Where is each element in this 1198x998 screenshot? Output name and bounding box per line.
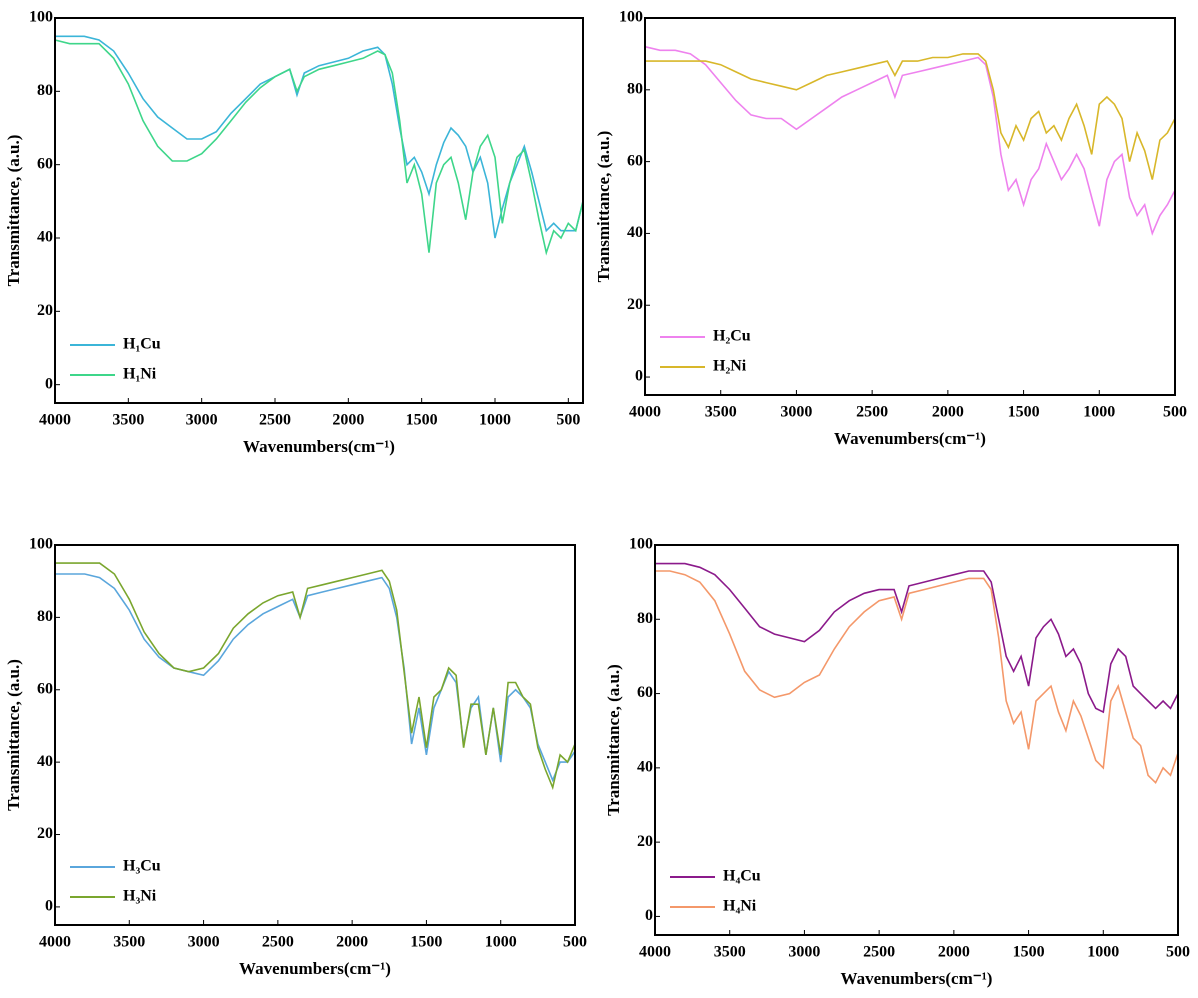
y-tick-label: 40 <box>37 229 53 246</box>
y-tick-label: 40 <box>627 224 643 241</box>
x-tick-label: 1000 <box>1083 404 1115 421</box>
x-tick-label: 1500 <box>1013 944 1045 961</box>
y-axis-title: Transmittance, (a.u.) <box>4 135 23 287</box>
y-tick-label: 80 <box>37 82 53 99</box>
plot-frame <box>54 17 584 404</box>
panel: 0 20 40 60 80 100 4000 3500 3000 2500 2000 1500 1000… <box>4 536 587 978</box>
x-tick-label: 3500 <box>714 944 746 961</box>
legend-label: H₄Cu <box>723 868 761 885</box>
y-tick-label: 60 <box>627 152 643 169</box>
panel: 0 20 40 60 80 100 4000 3500 3000 2500 2000 1500 1000… <box>604 536 1190 988</box>
x-tick-label: 4000 <box>639 944 671 961</box>
legend-label: H₁Cu <box>123 336 161 353</box>
x-tick-label: 1500 <box>406 412 438 429</box>
x-axis-title: Wavenumbers(cm⁻¹) <box>243 437 395 456</box>
y-tick-label: 40 <box>37 753 53 770</box>
x-tick-label: 500 <box>1163 404 1187 421</box>
panel: 0 20 40 60 80 100 4000 3500 3000 2500 2000 1500 1000… <box>4 9 584 456</box>
y-tick-label: 80 <box>637 610 653 627</box>
legend-label: H₂Ni <box>713 358 747 375</box>
x-tick-label: 1000 <box>479 412 511 429</box>
y-tick-label: 100 <box>629 536 653 553</box>
y-tick-label: 20 <box>37 825 53 842</box>
x-tick-label: 3000 <box>788 944 820 961</box>
x-tick-label: 1000 <box>1087 944 1119 961</box>
spectrum-line <box>655 562 1179 714</box>
spectrum-line <box>55 562 576 791</box>
y-tick-label: 60 <box>637 684 653 701</box>
spectrum-line <box>655 570 1179 785</box>
x-tick-label: 2500 <box>259 412 291 429</box>
y-tick-label: 40 <box>637 759 653 776</box>
y-tick-label: 60 <box>37 680 53 697</box>
y-tick-label: 100 <box>29 9 53 26</box>
x-tick-label: 2000 <box>336 934 368 951</box>
x-tick-label: 3000 <box>780 404 812 421</box>
x-tick-label: 4000 <box>629 404 661 421</box>
plot-frame <box>654 544 1179 936</box>
x-tick-label: 1500 <box>410 934 442 951</box>
plot-frame <box>54 544 576 926</box>
x-tick-label: 500 <box>563 934 587 951</box>
y-tick-label: 20 <box>627 296 643 313</box>
y-tick-label: 20 <box>37 302 53 319</box>
y-tick-label: 0 <box>45 375 53 392</box>
legend-label: H₃Ni <box>123 888 157 905</box>
y-axis-title: Transmittance, (a.u.) <box>594 131 613 283</box>
y-tick-label: 100 <box>29 536 53 553</box>
y-tick-label: 20 <box>637 833 653 850</box>
x-tick-label: 3000 <box>186 412 218 429</box>
x-tick-label: 4000 <box>39 412 71 429</box>
plot-frame <box>644 17 1176 396</box>
x-tick-label: 500 <box>556 412 580 429</box>
spectrum-line <box>55 573 576 783</box>
legend-label: H₁Ni <box>123 366 157 383</box>
y-tick-label: 100 <box>619 9 643 26</box>
x-tick-label: 1000 <box>485 934 517 951</box>
x-tick-label: 3000 <box>188 934 220 951</box>
x-axis-title: Wavenumbers(cm⁻¹) <box>841 969 993 988</box>
y-axis-title: Transmittance, (a.u.) <box>4 659 23 811</box>
y-tick-label: 0 <box>645 907 653 924</box>
legend-label: H₃Cu <box>123 858 161 875</box>
spectrum-line <box>54 39 584 256</box>
x-tick-label: 2000 <box>932 404 964 421</box>
x-tick-label: 2000 <box>938 944 970 961</box>
x-tick-label: 2500 <box>863 944 895 961</box>
x-tick-label: 1500 <box>1008 404 1040 421</box>
panel: 0 20 40 60 80 100 4000 3500 3000 2500 2000 1500 1000… <box>594 9 1187 448</box>
x-tick-label: 4000 <box>39 934 71 951</box>
y-tick-label: 0 <box>45 898 53 915</box>
x-tick-label: 3500 <box>113 934 145 951</box>
y-axis-title: Transmittance, (a.u.) <box>604 664 623 816</box>
x-tick-label: 2500 <box>856 404 888 421</box>
y-tick-label: 0 <box>635 368 643 385</box>
x-axis-title: Wavenumbers(cm⁻¹) <box>239 959 391 978</box>
x-tick-label: 500 <box>1166 944 1190 961</box>
x-tick-label: 2000 <box>332 412 364 429</box>
y-tick-label: 80 <box>627 80 643 97</box>
legend-label: H₂Cu <box>713 328 751 345</box>
x-tick-label: 3500 <box>112 412 144 429</box>
legend-label: H₄Ni <box>723 898 757 915</box>
x-tick-label: 3500 <box>705 404 737 421</box>
x-tick-label: 2500 <box>262 934 294 951</box>
spectrum-line <box>55 35 584 239</box>
spectrum-line <box>645 53 1176 180</box>
spectrum-line <box>644 45 1176 236</box>
y-tick-label: 80 <box>37 608 53 625</box>
y-tick-label: 60 <box>37 155 53 172</box>
x-axis-title: Wavenumbers(cm⁻¹) <box>834 429 986 448</box>
